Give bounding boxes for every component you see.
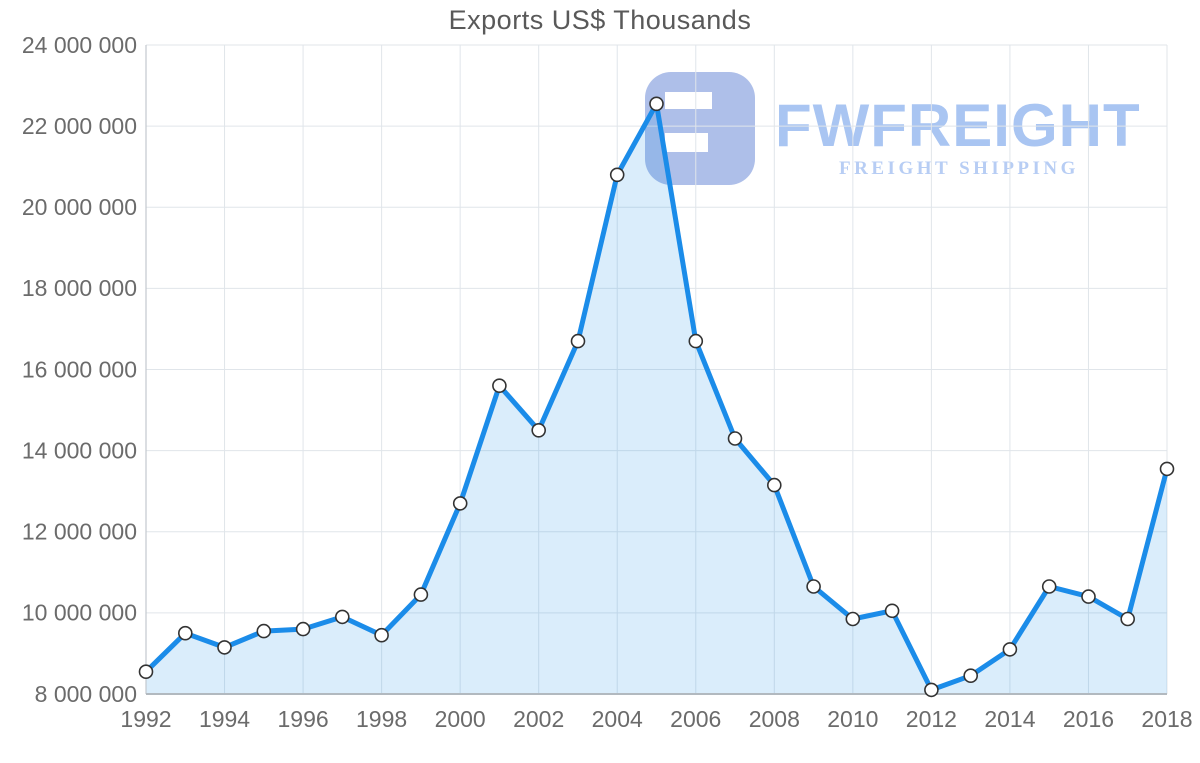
data-point-1993[interactable] bbox=[178, 625, 193, 641]
area-fill bbox=[146, 103, 1167, 695]
logo-slot-middle bbox=[665, 133, 708, 152]
data-point-2009[interactable] bbox=[806, 579, 821, 594]
data-point-2001[interactable] bbox=[492, 378, 507, 394]
x-axis-tick-label: 2014 bbox=[984, 706, 1035, 732]
x-axis-tick-label: 2012 bbox=[906, 706, 957, 732]
data-point-1998[interactable] bbox=[374, 627, 389, 643]
data-point-2004[interactable] bbox=[609, 167, 625, 183]
x-axis-tick-label: 2010 bbox=[827, 706, 878, 732]
data-point-2011[interactable] bbox=[884, 603, 900, 619]
x-axis-tick-label: 1992 bbox=[120, 706, 171, 732]
y-axis-tick-label: 14 000 000 bbox=[22, 437, 137, 463]
data-point-2014[interactable] bbox=[1002, 642, 1018, 657]
chart-title: Exports US$ Thousands bbox=[448, 5, 752, 35]
x-axis-tick-label: 2000 bbox=[435, 706, 486, 732]
data-point-2016[interactable] bbox=[1081, 589, 1096, 604]
data-point-1995[interactable] bbox=[256, 623, 272, 639]
data-point-2018[interactable] bbox=[1159, 461, 1175, 477]
x-axis-tick-label: 1994 bbox=[199, 706, 250, 732]
data-point-2015[interactable] bbox=[1041, 579, 1057, 594]
x-axis-tick-label: 1998 bbox=[356, 706, 407, 732]
fwfreight-logo-icon bbox=[645, 72, 755, 185]
data-point-2006[interactable] bbox=[688, 333, 704, 349]
y-axis-tick-label: 8 000 000 bbox=[35, 681, 137, 707]
y-axis-tick-label: 10 000 000 bbox=[22, 600, 137, 626]
data-point-2010[interactable] bbox=[845, 611, 861, 627]
y-axis-tick-label: 24 000 000 bbox=[22, 32, 137, 58]
data-point-2007[interactable] bbox=[727, 431, 743, 446]
data-point-2002[interactable] bbox=[531, 422, 547, 438]
x-axis-tick-label: 2002 bbox=[513, 706, 564, 732]
data-point-1996[interactable] bbox=[295, 621, 311, 637]
data-point-1994[interactable] bbox=[217, 640, 232, 655]
data-point-2000[interactable] bbox=[452, 496, 468, 511]
y-axis-tick-label: 18 000 000 bbox=[22, 275, 137, 301]
y-axis-tick-label: 22 000 000 bbox=[22, 113, 137, 139]
data-point-2017[interactable] bbox=[1120, 611, 1135, 627]
logo-slot-top bbox=[665, 92, 712, 109]
data-point-2012[interactable] bbox=[924, 682, 939, 698]
y-axis-tick-label: 12 000 000 bbox=[22, 519, 137, 545]
data-point-2005[interactable] bbox=[649, 96, 664, 112]
x-axis-tick-label: 2006 bbox=[670, 706, 721, 732]
x-axis-tick-label: 2018 bbox=[1141, 706, 1192, 732]
y-axis-tick-label: 16 000 000 bbox=[22, 356, 137, 382]
watermark-brand-text: FWFREIGHT bbox=[775, 92, 1141, 159]
data-point-2013[interactable] bbox=[963, 668, 979, 684]
data-point-1997[interactable] bbox=[334, 609, 350, 625]
data-point-1992[interactable] bbox=[138, 664, 154, 680]
x-axis-tick-label: 2008 bbox=[749, 706, 800, 732]
data-point-2003[interactable] bbox=[570, 333, 586, 349]
x-axis-tick-label: 2004 bbox=[592, 706, 643, 732]
x-axis-tick-label: 2016 bbox=[1063, 706, 1114, 732]
data-point-2008[interactable] bbox=[766, 477, 782, 493]
y-axis-tick-label: 20 000 000 bbox=[22, 194, 137, 220]
x-axis-tick-label: 1996 bbox=[277, 706, 328, 732]
watermark-tagline-text: FREIGHT SHIPPING bbox=[839, 158, 1079, 179]
data-point-1999[interactable] bbox=[413, 587, 429, 602]
